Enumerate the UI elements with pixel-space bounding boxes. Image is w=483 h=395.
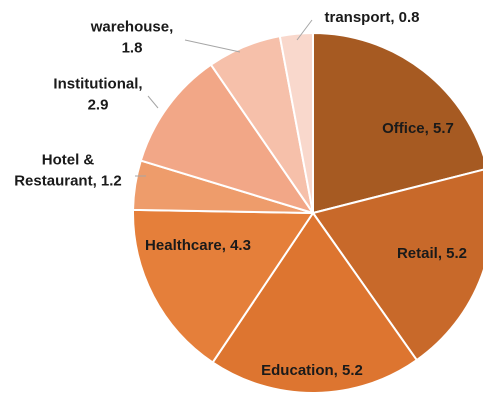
- leader-warehouse: [184, 39, 241, 53]
- slice-transport: [278, 31, 314, 214]
- leader-institutional: [147, 95, 159, 109]
- pie-slices: [132, 31, 483, 394]
- label-transport: transport, 0.8: [324, 9, 419, 26]
- label-institutional: Institutional, 2.9: [53, 76, 142, 114]
- slice-office: [312, 31, 483, 215]
- slice-institutional: [139, 63, 316, 215]
- slice-retail: [311, 168, 483, 362]
- label-education: Education, 5.2: [261, 362, 363, 379]
- label-warehouse: warehouse, 1.8: [90, 19, 174, 57]
- leader-transport: [296, 19, 313, 41]
- slice-labels: Office, 5.7 Retail, 5.2 Education, 5.2 Heal…: [14, 9, 467, 379]
- label-hotel-and-restaurant: Hotel & Restaurant, 1.2: [14, 152, 122, 190]
- leader-lines: [135, 19, 313, 177]
- slice-healthcare: [132, 208, 315, 364]
- label-office: Office, 5.7: [382, 120, 454, 137]
- label-retail: Retail, 5.2: [397, 245, 467, 262]
- label-healthcare: Healthcare, 4.3: [145, 237, 251, 254]
- slice-education: [211, 211, 419, 394]
